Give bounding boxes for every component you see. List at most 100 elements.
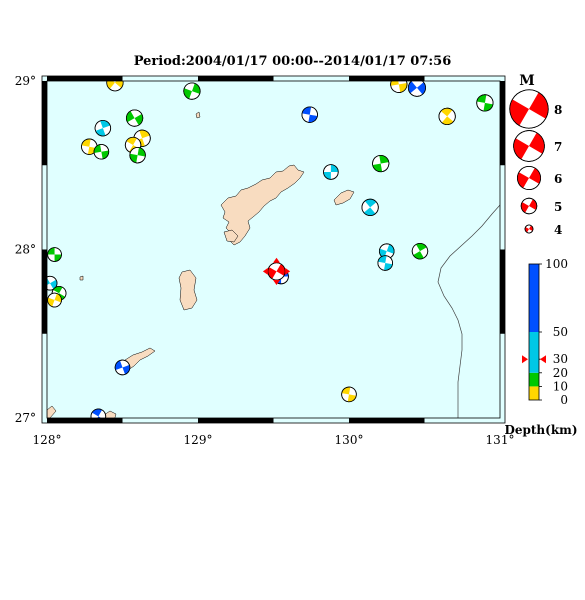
island-tokunoshima [178,269,198,311]
focal-mechanism [47,292,62,308]
beachball-border [390,81,408,93]
current-depth-marker [540,355,546,364]
lon-tick-label: 130° [335,433,364,447]
beachball-border [323,164,339,180]
magnitude-legend-ball [513,130,545,162]
beachball-border [438,107,456,125]
lat-tick-label: 29° [15,74,36,88]
depth-bar-band [529,386,539,400]
island-okinawa-tip [47,405,57,418]
beachball-border [361,198,379,216]
lon-tick-label: 131° [486,433,515,447]
beachball-border [372,154,390,173]
depth-bar-band [529,332,539,373]
focal-mechanism-latest [267,262,286,281]
beachball-border [47,292,62,308]
island-kakeroma [223,229,239,243]
beachball-compression [308,114,318,123]
beachball-compression [91,408,103,417]
magnitude-legend-ball [509,89,549,129]
depth-tick-label: 50 [553,325,568,339]
beachball-compression [323,171,331,180]
island-kikaijima [333,189,355,206]
beachball-border [114,359,131,376]
beachball-compression [94,144,102,154]
magnitude-legend-label: 6 [554,172,562,186]
beachball-border [106,81,124,92]
beachball-compression [408,81,417,94]
beachball-compression [440,108,453,117]
frame-segment [349,418,425,423]
beachball-border [93,144,110,160]
beachball-border [513,130,545,162]
focal-mechanism [106,81,124,92]
focal-mechanism [323,164,339,180]
beachball-compression [483,102,493,112]
beachball-compression [521,202,529,213]
sea-area [42,76,505,423]
beachball-compression [126,110,135,123]
beachball-border [90,408,107,418]
beachball-border [509,89,549,129]
beachball-compression [347,394,357,402]
frame-segment [198,76,274,81]
beachball-compression [101,150,109,160]
latest-event-marker [262,267,268,275]
focal-mechanism [125,109,144,127]
islet [79,275,84,281]
island-yoron [103,410,117,418]
beachball-compression [529,199,537,210]
focal-mechanism [47,247,62,262]
beachball-border [476,94,494,112]
latest-event-marker [285,267,291,275]
magnitude-legend-ball [516,165,542,191]
beachball-compression [364,199,377,208]
frame-segment [42,81,47,166]
magnitude-legend-label: 4 [554,223,562,237]
lon-tick-label: 129° [184,433,213,447]
beachball-compression [134,113,143,126]
beachball-border [267,262,286,281]
beachball-border [47,247,62,262]
island-okinoerabu [124,347,156,371]
focal-mechanism [93,144,110,160]
focal-mechanism [114,359,131,376]
beachball-compression [513,138,529,160]
beachball-compression [50,279,57,290]
beachball-compression [53,286,63,294]
focal-mechanism [183,82,201,100]
frame-segment [47,418,123,423]
beachball-compression [372,163,383,172]
current-depth-marker [522,355,528,364]
magnitude-legend-ball [520,197,538,215]
magnitude-legend-label: 5 [554,200,562,214]
magnitude-legend-label: 8 [554,103,562,117]
beachball-compression [517,172,529,189]
beachball-compression [54,254,62,262]
beachball-compression [106,81,115,89]
frame-segment [42,249,47,334]
beachball-compression [47,247,55,255]
frame-segment [349,76,425,81]
lat-tick-label: 28° [15,243,36,257]
beachball-compression [379,155,389,164]
period-title: Period:2004/01/17 00:00--2014/01/17 07:5… [133,54,452,69]
land-layer [47,111,500,418]
beachball-border [94,119,112,137]
beachball-border [125,109,144,127]
lon-tick-label: 128° [33,433,62,447]
depth-tick-label: 0 [560,393,568,407]
beachball-border [377,255,393,271]
focal-mechanism [301,106,318,123]
focal-mechanism [94,119,112,137]
focal-mechanism [361,198,379,216]
beachball-compression [441,116,454,125]
magnitude-legend-ball [524,224,534,234]
beachball-border [520,197,538,215]
beachball-border [341,386,357,403]
beachball-compression [529,92,549,119]
beachball-compression [302,106,312,115]
depth-tick-label: 20 [553,366,568,380]
